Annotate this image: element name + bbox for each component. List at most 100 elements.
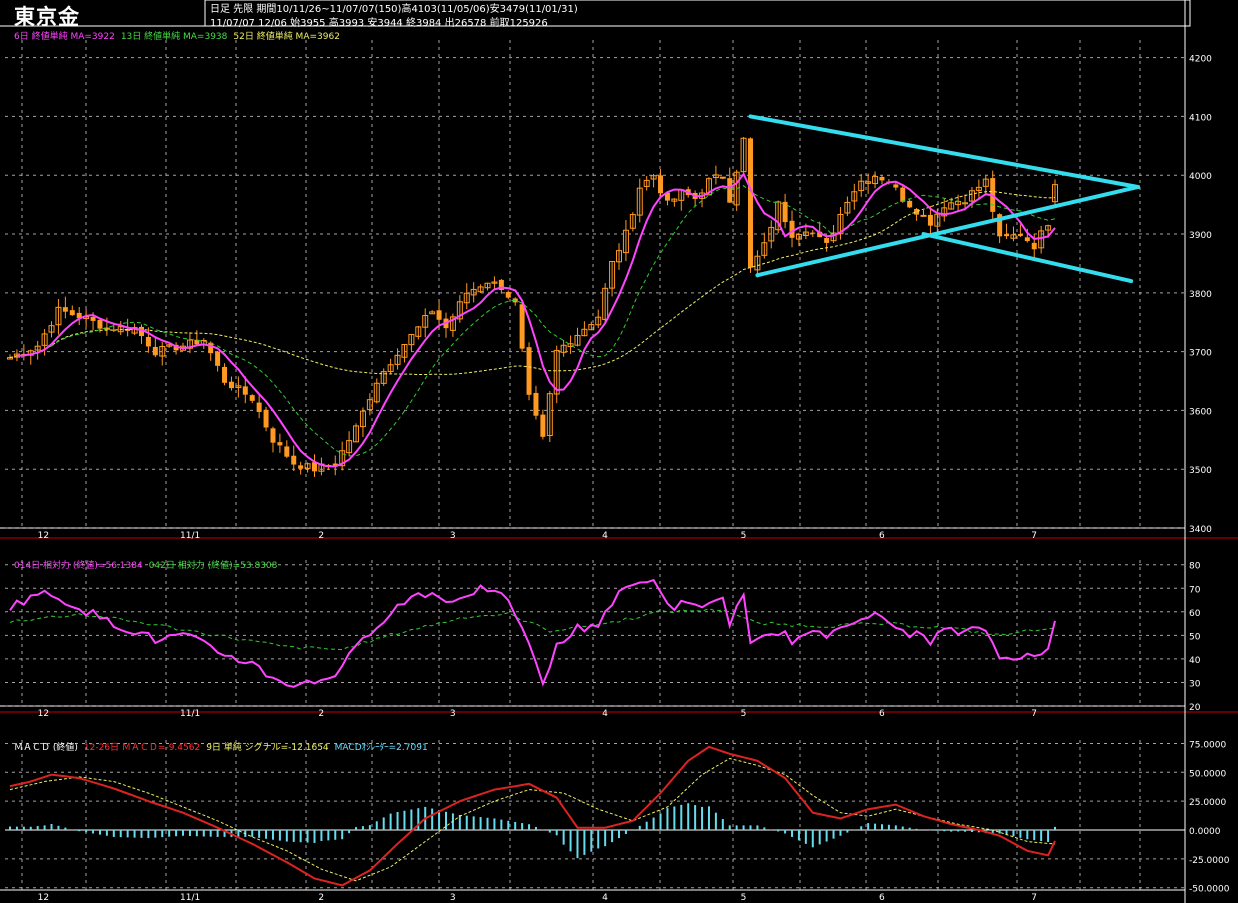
y-tick-label: 50	[1189, 632, 1201, 642]
candle-body-up	[574, 334, 581, 346]
candle-body-up	[186, 339, 193, 349]
rsi-42-line	[9, 608, 1056, 651]
candle-body-up	[872, 175, 879, 185]
x-tick-label: 7	[1031, 709, 1037, 719]
candle-body-up	[339, 450, 346, 467]
candle-body-down	[332, 463, 338, 466]
candle-body-down	[727, 178, 733, 203]
candle-body-up	[858, 180, 865, 192]
candle-body-up	[408, 333, 415, 346]
candle-body-up	[975, 186, 982, 191]
x-tick-label: 6	[879, 531, 885, 541]
x-tick-label: 4	[602, 709, 608, 719]
candle-body-down	[789, 220, 795, 238]
candle-body-up	[636, 187, 643, 216]
candle-body-down	[526, 347, 532, 395]
candle-body-up	[131, 327, 138, 334]
candle-body-down	[997, 214, 1003, 237]
candle-body-down	[263, 409, 269, 428]
trendline	[921, 232, 1134, 284]
y-tick-label: -25.0000	[1189, 856, 1230, 866]
candle-body-up	[671, 198, 678, 202]
legend-entry: ＭＡＣＤ (終値)	[14, 743, 78, 753]
candle-body-up	[1010, 234, 1017, 239]
candle-body-up	[595, 316, 602, 326]
x-tick-label: 3	[450, 893, 456, 903]
candle-body-up	[48, 325, 55, 333]
x-tick-label: 4	[602, 531, 608, 541]
candle-body-up	[795, 234, 802, 240]
candle-body-up	[837, 213, 844, 235]
candle-body-down	[312, 462, 318, 472]
candle-body-down	[298, 465, 304, 469]
macd-signal-line	[9, 757, 1056, 882]
y-tick-label: -50.0000	[1189, 885, 1230, 895]
candle-body-up	[380, 371, 387, 384]
y-tick-label: 25.0000	[1189, 798, 1226, 808]
candle-body-down	[1017, 234, 1023, 236]
x-tick-label: 3	[450, 709, 456, 719]
grid-lines	[5, 40, 1185, 890]
candle-body-down	[242, 386, 248, 395]
candle-body-up	[712, 174, 719, 179]
y-tick-label: 3700	[1189, 349, 1212, 359]
candle-body-down	[284, 446, 290, 457]
y-tick-label: 70	[1189, 585, 1201, 595]
main-legend: 6日 終値単純 MA=3922 13日 終値単純 MA=3938 52日 終値単純 …	[14, 29, 346, 42]
candle-body-up	[429, 311, 436, 315]
candle-body-up	[602, 287, 609, 320]
x-tick-label: 2	[318, 893, 324, 903]
x-tick-label: 7	[1031, 531, 1037, 541]
candle-body-up	[553, 349, 560, 395]
header-box	[204, 0, 1191, 27]
candle-body-up	[609, 260, 616, 289]
x-tick-label: 2	[318, 709, 324, 719]
y-tick-label: 0.0000	[1189, 827, 1221, 837]
candlesticks	[7, 136, 1058, 477]
candle-body-up	[41, 333, 48, 346]
candle-body-up	[802, 231, 809, 236]
candle-body-up	[34, 345, 41, 351]
candle-body-down	[76, 312, 82, 319]
y-tick-label: 3500	[1189, 466, 1212, 476]
candle-body-down	[658, 175, 664, 194]
candle-body-down	[900, 187, 906, 202]
candle-body-up	[1038, 230, 1045, 249]
y-tick-label: 4200	[1189, 55, 1212, 65]
macd-line	[9, 745, 1056, 887]
candle-body-up	[373, 382, 380, 403]
candle-body-up	[470, 288, 477, 296]
legend-entry: MACDｵｼﾚｰﾀｰ=2.7091	[334, 743, 428, 753]
x-tick-label: 2	[318, 531, 324, 541]
rsi-14-line	[9, 578, 1056, 688]
candle-body-up	[1052, 184, 1058, 203]
candle-body-down	[208, 342, 214, 354]
candle-body-up	[920, 214, 927, 217]
candle-body-up	[740, 137, 747, 173]
candle-body-down	[69, 310, 75, 316]
macd-panel	[9, 745, 1056, 887]
candle-body-up	[719, 176, 726, 179]
candle-body-down	[498, 279, 504, 290]
candle-body-down	[277, 442, 283, 446]
trendline	[755, 184, 1141, 278]
candle-body-up	[353, 425, 360, 443]
candle-body-up	[616, 250, 623, 263]
x-tick-label: 11/1	[180, 893, 200, 903]
candle-body-up	[851, 191, 858, 202]
candle-body-up	[477, 286, 484, 293]
period-info: 日足 先限 期間10/11/26~11/07/07(150)高4103(11/0…	[210, 4, 578, 15]
candle-body-up	[588, 324, 595, 331]
candle-body-up	[401, 343, 408, 358]
ma52-line	[9, 190, 1056, 375]
y-tick-label: 60	[1189, 609, 1201, 619]
y-tick-label: 3600	[1189, 407, 1212, 417]
x-tick-label: 12	[38, 709, 49, 719]
x-tick-label: 12	[38, 893, 49, 903]
y-tick-label: 50.0000	[1189, 769, 1226, 779]
candle-body-down	[145, 336, 151, 347]
candle-body-down	[664, 192, 670, 201]
candle-body-down	[138, 326, 144, 337]
candle-body-down	[256, 402, 262, 412]
y-tick-label: 40	[1189, 656, 1201, 666]
